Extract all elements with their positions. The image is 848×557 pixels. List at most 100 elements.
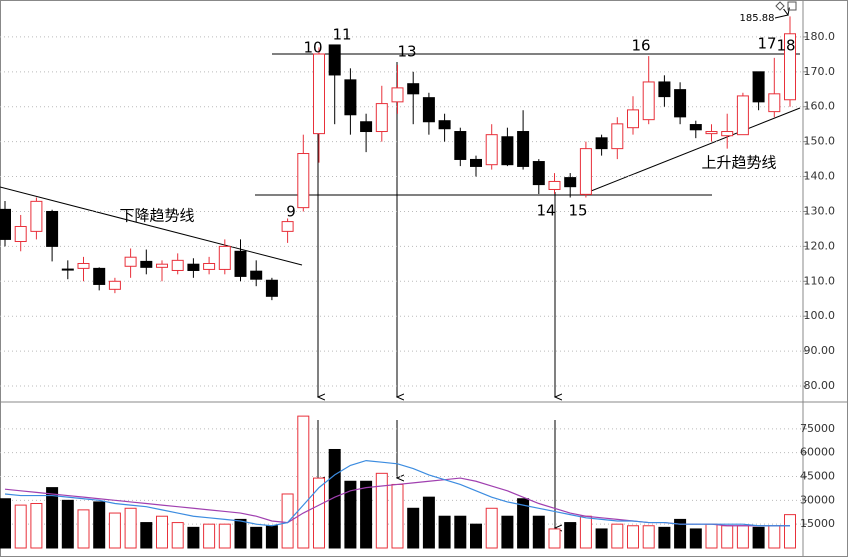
candle-body <box>627 109 639 129</box>
candle-body <box>281 221 294 232</box>
volume-bar <box>485 507 498 549</box>
volume-bar <box>517 498 530 549</box>
volume-bar <box>752 526 765 549</box>
volume-bar <box>438 515 451 549</box>
volume-bar <box>171 522 184 549</box>
candle-body <box>344 79 357 116</box>
candle-body <box>203 262 216 270</box>
candle-body <box>564 177 577 188</box>
volume-bar <box>375 472 388 549</box>
volume-bar <box>313 477 325 549</box>
volume-bar <box>658 526 671 549</box>
y-tick-label: 170.0 <box>804 65 836 78</box>
candle-body <box>485 134 498 166</box>
candle-body <box>375 103 388 133</box>
volume-bar <box>203 523 216 549</box>
volume-bar <box>328 448 341 549</box>
volume-bar <box>579 515 592 549</box>
volume-bar <box>642 525 655 549</box>
volume-bar <box>344 480 357 549</box>
candle-body <box>768 93 781 113</box>
candle-body <box>579 148 592 195</box>
candle-body <box>297 153 310 209</box>
volume-bar <box>689 528 702 549</box>
candle-body <box>438 120 451 130</box>
volume-bar <box>250 526 263 549</box>
candle-body <box>14 225 27 242</box>
candle-body <box>501 136 514 166</box>
candle-body <box>187 263 200 271</box>
volume-bar <box>281 493 294 549</box>
volume-bar <box>627 525 639 549</box>
annotation: 18 <box>776 37 795 55</box>
volume-bar <box>407 507 420 549</box>
volume-bar <box>124 507 137 549</box>
candle-body <box>517 131 530 167</box>
candle-body <box>0 208 11 240</box>
volume-bar <box>705 523 718 549</box>
y-tick-label: 160.0 <box>804 100 836 113</box>
volume-bar <box>501 515 514 549</box>
candle-body <box>721 131 734 137</box>
candle-body <box>784 33 796 101</box>
y-tick-label: 140.0 <box>804 170 836 183</box>
uptrend-line <box>585 107 801 194</box>
candle-body <box>46 210 59 247</box>
volume-bar <box>674 518 687 549</box>
volume-bar <box>454 515 467 549</box>
candle-body <box>595 137 608 150</box>
icon <box>787 1 797 11</box>
annotation: 10 <box>303 39 322 57</box>
candle-body <box>736 95 749 136</box>
volume-bar <box>611 523 624 549</box>
candle-body <box>658 81 671 98</box>
y-tick-label: 100.0 <box>804 309 836 322</box>
candle-body <box>171 259 184 271</box>
candle-body <box>250 270 263 280</box>
volume-bar <box>61 499 74 549</box>
volume-bar <box>46 487 59 549</box>
y-tick-label: 15000 <box>800 517 835 530</box>
downtrend-line <box>0 186 303 266</box>
candle-body <box>140 260 153 268</box>
candle-body <box>313 53 325 135</box>
volume-bar <box>187 526 200 549</box>
annotation: 185.88 <box>740 13 775 24</box>
candle-body <box>548 180 561 190</box>
candle-body <box>108 280 121 290</box>
annotation: 15 <box>568 202 587 220</box>
volume-bar <box>93 501 106 549</box>
volume-bar <box>265 525 278 549</box>
volume-bar <box>218 523 231 549</box>
candle-body <box>93 267 106 285</box>
volume-bar <box>721 525 734 549</box>
y-tick-label: 150.0 <box>804 135 836 148</box>
volume-bar <box>470 523 482 549</box>
candle-body <box>642 81 655 121</box>
volume-bar <box>768 525 781 549</box>
candle-body <box>391 87 404 103</box>
volume-bar <box>532 515 545 549</box>
annotation: 13 <box>397 43 416 61</box>
candle-body <box>407 83 420 95</box>
candle-body <box>30 200 43 232</box>
volume-bar <box>156 515 168 549</box>
annotation: 上升趋势线 <box>701 154 776 172</box>
candle-body <box>328 44 341 76</box>
candle-body <box>218 245 231 270</box>
annotation: 16 <box>631 37 650 55</box>
candle-body <box>689 124 702 131</box>
candle-body <box>752 71 765 103</box>
candle-body <box>156 263 168 268</box>
volume-bar <box>736 525 749 549</box>
candle-body <box>470 158 482 167</box>
y-tick-label: 110.0 <box>804 274 836 287</box>
volume-bar <box>0 498 11 549</box>
y-tick-label: 80.00 <box>804 379 836 392</box>
candle-body <box>454 131 467 160</box>
icon <box>775 1 785 11</box>
volume-bar <box>422 496 435 549</box>
volume-bar <box>234 518 247 549</box>
candle-body <box>532 161 545 186</box>
volume-bar <box>77 509 90 549</box>
